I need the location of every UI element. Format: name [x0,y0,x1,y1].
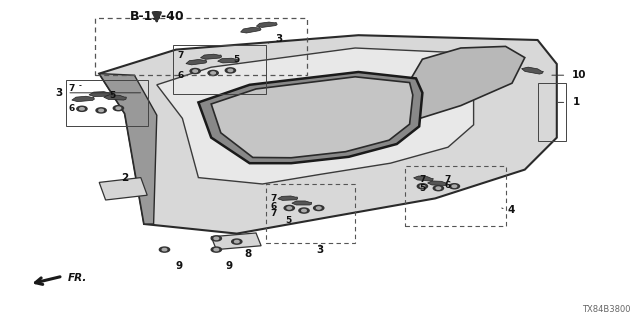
Bar [66,80,148,126]
Text: FR.: FR. [68,273,87,283]
Bar [405,166,506,226]
Text: 6: 6 [177,71,184,80]
Text: 9: 9 [175,260,183,271]
Text: 10: 10 [572,70,586,80]
Text: 6: 6 [445,181,451,190]
Text: 5: 5 [419,184,426,193]
Polygon shape [292,201,312,205]
Text: 3: 3 [275,34,282,44]
Polygon shape [157,48,474,184]
Circle shape [96,108,106,113]
Circle shape [287,207,292,209]
Text: 3: 3 [316,244,324,255]
Circle shape [159,247,170,252]
Text: 7: 7 [68,84,75,93]
Circle shape [314,205,324,211]
Text: 5: 5 [285,216,291,225]
Polygon shape [72,96,94,102]
Polygon shape [200,54,221,59]
Polygon shape [99,178,147,200]
Polygon shape [104,95,126,100]
Circle shape [190,68,200,74]
Circle shape [225,68,236,73]
Circle shape [301,209,307,212]
Circle shape [417,184,428,189]
Circle shape [214,237,219,240]
Circle shape [79,108,84,110]
Polygon shape [241,27,261,33]
Text: 6: 6 [271,202,277,211]
Circle shape [193,70,198,72]
Circle shape [299,208,309,213]
Circle shape [449,184,460,189]
Bar [266,184,355,243]
Circle shape [316,207,321,209]
Circle shape [77,106,87,111]
Text: 2: 2 [122,172,129,183]
Circle shape [436,187,441,189]
Circle shape [211,247,221,252]
Text: 7: 7 [271,209,277,218]
Polygon shape [89,92,111,97]
Text: -: - [79,83,81,89]
Polygon shape [99,35,557,234]
Polygon shape [278,196,298,200]
Polygon shape [198,72,422,163]
Circle shape [452,185,457,188]
Circle shape [234,240,239,243]
Bar [95,18,307,75]
Circle shape [113,106,124,111]
Text: 5: 5 [109,92,115,100]
Text: 7: 7 [271,194,277,203]
Text: 9: 9 [225,260,233,271]
Text: 4: 4 [508,204,515,215]
Circle shape [420,185,425,188]
Circle shape [433,186,444,191]
Circle shape [228,69,233,72]
Bar [538,83,566,141]
Polygon shape [406,46,525,122]
Circle shape [284,205,294,211]
Circle shape [99,109,104,112]
Bar [173,45,266,94]
Text: 7: 7 [419,175,426,184]
Circle shape [116,107,121,109]
Circle shape [211,72,216,74]
Text: 7: 7 [445,175,451,184]
Text: 7: 7 [177,51,184,60]
Text: B-13-40: B-13-40 [129,10,184,23]
Text: 8: 8 [244,249,252,259]
Text: 6: 6 [68,104,75,113]
Circle shape [214,248,219,251]
Polygon shape [257,22,277,28]
Text: 3: 3 [55,88,62,98]
Polygon shape [522,67,543,74]
Text: 1: 1 [573,97,580,108]
Circle shape [162,248,167,251]
Text: 5: 5 [234,55,240,64]
Circle shape [232,239,242,244]
Polygon shape [211,77,413,158]
Polygon shape [211,233,261,250]
Polygon shape [99,74,157,224]
Circle shape [211,236,221,241]
Text: TX84B3800: TX84B3800 [582,305,630,314]
Circle shape [208,70,218,76]
Polygon shape [218,58,239,63]
Polygon shape [186,60,207,65]
Polygon shape [428,181,447,186]
Polygon shape [413,176,433,181]
